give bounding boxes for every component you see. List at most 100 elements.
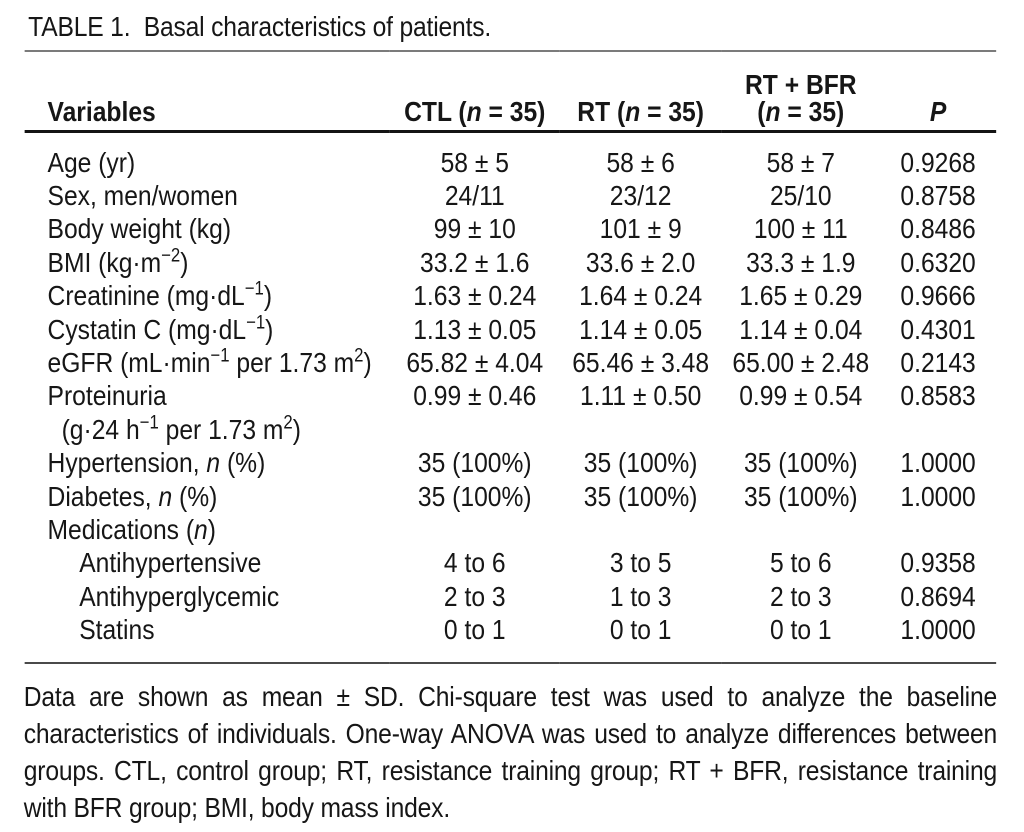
row-label-line1: Medications (n): [47, 513, 216, 545]
table-figure: TABLE 1. Basal characteristics of patien…: [0, 12, 1024, 826]
row-label: BMI (kg·m−2): [25, 246, 390, 279]
cell-value: 25/10: [769, 179, 832, 211]
cell-value: 3 to 5: [609, 547, 672, 579]
cell-value: 4 to 6: [443, 547, 506, 579]
cell-value: 0 to 1: [609, 614, 672, 646]
cell-value: 65.46 ± 3.48: [572, 346, 710, 378]
row-label: Antihyperglycemic: [25, 580, 390, 613]
cell-p-value: 0.2143: [900, 346, 976, 378]
row-label: Medications (n): [25, 513, 390, 546]
table-row: Sex, men/women 24/11 23/12 25/10 0.8758: [25, 179, 997, 212]
cell-value: 0 to 1: [769, 614, 832, 646]
cell-value: 2 to 3: [769, 580, 832, 612]
cell-value: 35 (100%): [743, 480, 858, 512]
cell-value: 58 ± 7: [766, 146, 835, 178]
cell-value: 2 to 3: [443, 580, 506, 612]
cell-value: 35 (100%): [417, 480, 532, 512]
table-row: Proteinuria (g·24 h−1 per 1.73 m2) 0.99 ± …: [25, 379, 997, 446]
row-label: Age (yr): [25, 131, 390, 179]
cell-p-value: 0.9358: [900, 547, 976, 579]
row-label-line1: Antihyperglycemic: [79, 580, 280, 612]
cell-value: 1.64 ± 0.24: [579, 280, 703, 312]
table-row: Medications (n): [25, 513, 997, 546]
cell-value: 35 (100%): [583, 447, 698, 479]
cell-value: 24/11: [444, 179, 505, 211]
column-header-ctl-label: CTL (n = 35): [404, 95, 546, 127]
row-label: Proteinuria (g·24 h−1 per 1.73 m2): [25, 379, 390, 446]
row-label-line1: Hypertension, n (%): [47, 447, 266, 479]
table-body: Age (yr) 58 ± 5 58 ± 6 58 ± 7 0.9268 Sex, men…: [25, 131, 997, 663]
cell-value: [722, 513, 880, 546]
row-label-line1: Body weight (kg): [47, 213, 232, 245]
cell-value: 35 (100%): [417, 447, 532, 479]
cell-value: 1.65 ± 0.29: [739, 280, 863, 312]
cell-value: 1 to 3: [609, 580, 672, 612]
row-label: Sex, men/women: [25, 179, 390, 212]
row-label: Hypertension, n (%): [25, 446, 390, 479]
cell-value: 58 ± 6: [606, 146, 675, 178]
table-row: Creatinine (mg·dL−1) 1.63 ± 0.24 1.64 ± 0.…: [25, 279, 997, 312]
column-header-p: P: [880, 51, 997, 133]
row-label: Diabetes, n (%): [25, 480, 390, 513]
row-label: Creatinine (mg·dL−1): [25, 279, 390, 312]
cell-p-value: 0.8758: [900, 179, 976, 211]
cell-value: 33.3 ± 1.9: [746, 246, 856, 278]
header-row: Variables CTL (n = 35) RT (n = 35) RT + …: [24, 51, 997, 133]
row-label: Antihypertensive: [25, 546, 390, 579]
table-title: TABLE 1. Basal characteristics of patien…: [28, 11, 492, 42]
cell-value: 33.2 ± 1.6: [420, 246, 530, 278]
row-label: eGFR (mL·min−1 per 1.73 m2): [25, 346, 390, 379]
column-header-variables-label: Variables: [47, 95, 156, 127]
table-row: Hypertension, n (%) 35 (100%) 35 (100%) 35 …: [25, 446, 997, 479]
cell-p-value: 0.6320: [900, 246, 976, 278]
cell-value: 1.11 ± 0.50: [579, 380, 702, 412]
cell-value: 100 ± 11: [753, 213, 848, 245]
cell-value: 58 ± 5: [440, 146, 509, 178]
cell-p-value: [880, 513, 996, 546]
table-row: BMI (kg·m−2) 33.2 ± 1.6 33.6 ± 2.0 33.3 ± 1…: [25, 246, 997, 279]
cell-p-value: 1.0000: [900, 447, 976, 479]
cell-value: 99 ± 10: [433, 213, 516, 245]
table-row: Diabetes, n (%) 35 (100%) 35 (100%) 35 (100…: [25, 480, 997, 513]
table-row: Antihypertensive 4 to 6 3 to 5 5 to 6 0.9358: [25, 546, 997, 579]
table-row: Antihyperglycemic 2 to 3 1 to 3 2 to 3 0.869…: [25, 580, 997, 613]
cell-value: 35 (100%): [743, 447, 858, 479]
cell-p-value: 0.8694: [900, 580, 976, 612]
cell-value: [560, 513, 722, 546]
cell-value: 0 to 1: [443, 614, 506, 646]
table-row: Body weight (kg) 99 ± 10 101 ± 9 100 ± 11 0.…: [25, 212, 997, 245]
cell-value: 65.82 ± 4.04: [406, 346, 544, 378]
column-header-rt-bfr-line1: RT + BFR: [745, 68, 857, 100]
column-header-rt: RT (n = 35): [559, 51, 722, 133]
cell-p-value: 1.0000: [900, 614, 976, 646]
table-row: eGFR (mL·min−1 per 1.73 m2) 65.82 ± 4.04 6…: [25, 346, 997, 379]
row-label: Cystatin C (mg·dL−1): [25, 313, 390, 346]
row-label-line1: Sex, men/women: [47, 179, 238, 211]
row-label: Statins: [25, 613, 390, 662]
cell-p-value: 0.9268: [900, 146, 976, 178]
cell-p-value: 1.0000: [900, 480, 976, 512]
row-label-line1: Antihypertensive: [79, 547, 262, 579]
row-label-line1: Proteinuria: [47, 380, 167, 412]
cell-value: 65.00 ± 2.48: [732, 346, 870, 378]
cell-value: 101 ± 9: [599, 213, 682, 245]
cell-p-value: 0.4301: [900, 313, 976, 345]
cell-value: 33.6 ± 2.0: [585, 246, 696, 278]
row-label-line1: Statins: [79, 614, 155, 646]
cell-value: 0.99 ± 0.46: [413, 380, 537, 412]
column-header-p-label: P: [929, 95, 947, 127]
patients-table: Variables CTL (n = 35) RT (n = 35) RT + …: [24, 50, 997, 664]
row-label-line2: (g·24 h−1 per 1.73 m2): [61, 412, 301, 445]
row-label-line1: Diabetes, n (%): [47, 480, 218, 512]
table-row: Age (yr) 58 ± 5 58 ± 6 58 ± 7 0.9268: [25, 131, 997, 179]
column-header-variables: Variables: [24, 51, 390, 133]
cell-value: 23/12: [609, 179, 672, 211]
table-header: Variables CTL (n = 35) RT (n = 35) RT + …: [24, 51, 997, 133]
cell-value: 5 to 6: [769, 547, 832, 579]
row-label-line1: Creatinine (mg·dL−1): [47, 278, 273, 312]
cell-value: 35 (100%): [583, 480, 698, 512]
column-header-rt-label: RT (n = 35): [577, 95, 704, 127]
cell-value: 1.13 ± 0.05: [413, 313, 537, 345]
cell-value: 1.63 ± 0.24: [413, 280, 537, 312]
cell-value: 0.99 ± 0.54: [739, 380, 863, 412]
